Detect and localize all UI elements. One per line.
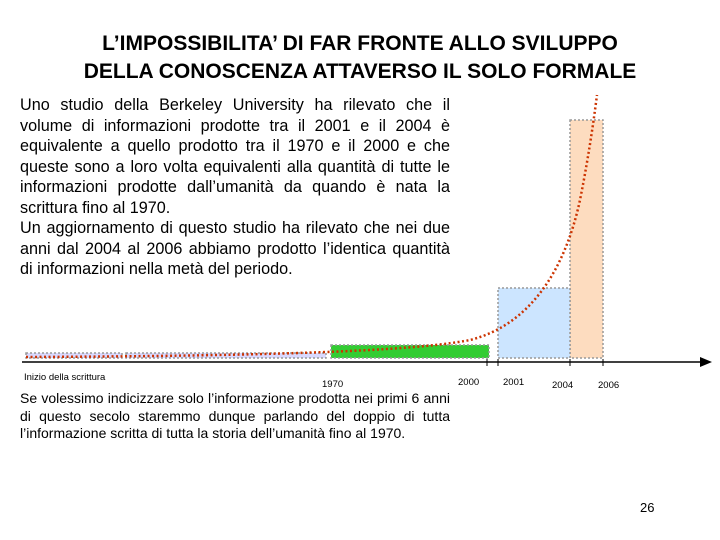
bar-2004-2006 (569, 119, 604, 359)
page-number: 26 (640, 500, 655, 515)
bar-writing-start (25, 352, 123, 359)
bar-1970-2000 (330, 344, 490, 359)
growth-curve (25, 94, 599, 359)
title-line-2: DELLA CONOSCENZA ATTAVERSO IL SOLO FORMA… (83, 60, 637, 83)
main-text: Uno studio della Berkeley University ha … (20, 95, 450, 280)
title-line-1: L’IMPOSSIBILITA’ DI FAR FRONTE ALLO SVIL… (102, 32, 618, 55)
bar-2001-2004 (497, 287, 571, 359)
axis-ticks (486, 359, 604, 366)
label-2001: 2001 (503, 377, 524, 388)
conclusion-text: Se volessimo indicizzare solo l’informaz… (20, 390, 450, 441)
label-2000: 2000 (458, 377, 479, 388)
label-1970: 1970 (322, 379, 343, 390)
slide-title: L’IMPOSSIBILITA’ DI FAR FRONTE ALLO SVIL… (0, 30, 720, 86)
label-writing-start: Inizio della scrittura (24, 372, 106, 383)
axis-arrow-icon (700, 357, 712, 367)
label-2004: 2004 (552, 380, 573, 391)
label-2006: 2006 (598, 380, 619, 391)
paragraph-update: Un aggiornamento di questo studio ha ril… (20, 219, 450, 278)
paragraph-study: Uno studio della Berkeley University ha … (20, 96, 450, 217)
